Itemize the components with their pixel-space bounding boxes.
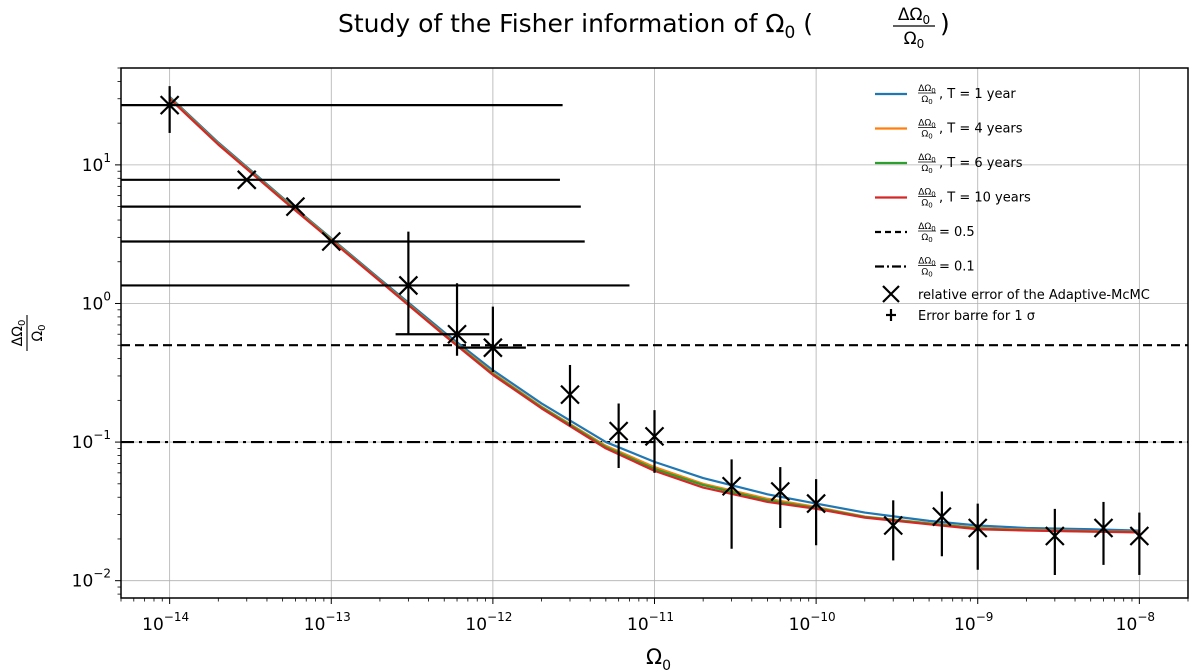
y-axis-label-num: ΔΩ0 xyxy=(10,320,28,347)
chart-title: Study of the Fisher information of Ω0 ( Δ… xyxy=(338,5,950,51)
mcmc-point xyxy=(121,233,585,251)
chart-title-close: ) xyxy=(940,9,950,38)
x-tick-label: 10−12 xyxy=(465,610,512,635)
legend-label: = 0.1 xyxy=(939,260,975,275)
mcmc-point xyxy=(771,467,789,528)
y-axis-label-den: Ω0 xyxy=(30,324,48,341)
legend-label: , T = 10 years xyxy=(939,191,1031,206)
legend-label: = 0.5 xyxy=(939,225,975,240)
mcmc-point xyxy=(1130,513,1148,575)
axis-ticks: 10−14 10−13 10−12 10−11 10−10 10−9 10−8 101 100 1… xyxy=(72,68,1188,635)
y-tick-label: 100 xyxy=(82,289,111,314)
mcmc-point xyxy=(121,171,560,189)
mcmc-point xyxy=(121,232,629,335)
legend-x-marker xyxy=(883,286,899,302)
mcmc-point xyxy=(457,307,526,372)
grid xyxy=(121,68,1188,598)
mcmc-point xyxy=(933,491,951,556)
legend-label: , T = 6 years xyxy=(939,156,1023,171)
x-tick-label: 10−13 xyxy=(304,610,351,635)
legend-mcmc-label: relative error of the Adaptive-McMC xyxy=(918,288,1150,303)
mcmc-point xyxy=(723,459,741,548)
x-axis-label: Ω0 xyxy=(646,645,671,672)
legend-frac-den: Ω0 xyxy=(921,199,932,210)
mcmc-point xyxy=(1094,502,1112,565)
y-tick-label: 10−2 xyxy=(72,567,111,592)
legend-frac-den: Ω0 xyxy=(921,164,932,175)
legend-label: , T = 1 year xyxy=(939,87,1016,102)
x-tick-label: 10−9 xyxy=(954,610,993,635)
mcmc-point xyxy=(1046,509,1064,575)
x-tick-label: 10−11 xyxy=(627,610,674,635)
x-tick-label: 10−10 xyxy=(789,610,836,635)
chart-title-frac-den: Ω0 xyxy=(904,29,925,51)
mcmc-point xyxy=(884,500,902,560)
x-tick-label: 10−8 xyxy=(1116,610,1155,635)
y-tick-label: 101 xyxy=(82,151,111,176)
legend-frac-den: Ω0 xyxy=(921,130,932,141)
chart-title-frac-num: ΔΩ0 xyxy=(898,5,930,27)
mcmc-point xyxy=(969,504,987,570)
mcmc-point xyxy=(121,198,581,216)
legend-label: , T = 4 years xyxy=(939,122,1023,137)
legend-frac-den: Ω0 xyxy=(921,233,932,244)
legend-frac-den: Ω0 xyxy=(921,268,932,279)
legend-frac-den: Ω0 xyxy=(921,95,932,106)
mcmc-point xyxy=(807,479,825,545)
legend-errorbar-label: Error barre for 1 σ xyxy=(918,309,1035,324)
x-tick-label: 10−14 xyxy=(142,610,189,635)
y-tick-label: 10−1 xyxy=(72,428,111,453)
chart-title-text: Study of the Fisher information of Ω0 ( xyxy=(338,9,813,43)
mcmc-point xyxy=(121,86,563,133)
